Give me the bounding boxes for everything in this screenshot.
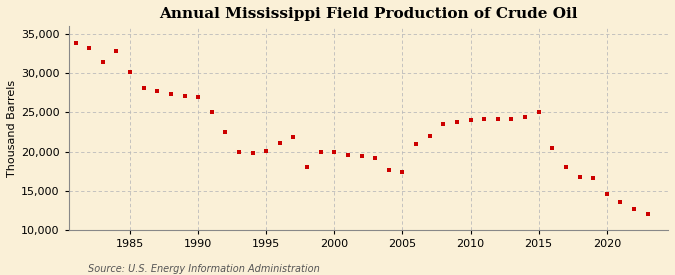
Point	[193, 95, 204, 99]
Point	[84, 46, 95, 50]
Point	[560, 165, 571, 169]
Point	[547, 146, 558, 151]
Point	[220, 130, 231, 134]
Point	[615, 200, 626, 205]
Point	[397, 170, 408, 174]
Point	[574, 174, 585, 179]
Point	[479, 117, 489, 122]
Point	[506, 117, 517, 122]
Point	[70, 41, 81, 46]
Point	[452, 120, 462, 124]
Point	[302, 165, 313, 169]
Point	[628, 207, 639, 211]
Point	[356, 154, 367, 158]
Point	[343, 152, 354, 157]
Point	[533, 110, 544, 115]
Point	[288, 135, 299, 140]
Point	[261, 148, 271, 153]
Point	[138, 86, 149, 90]
Point	[247, 151, 258, 155]
Point	[179, 94, 190, 98]
Point	[465, 118, 476, 122]
Point	[152, 89, 163, 94]
Point	[125, 70, 136, 74]
Point	[111, 49, 122, 54]
Point	[425, 134, 435, 138]
Point	[97, 60, 108, 64]
Point	[275, 141, 286, 145]
Point	[370, 156, 381, 160]
Point	[601, 192, 612, 196]
Point	[410, 142, 421, 147]
Point	[642, 212, 653, 216]
Point	[520, 115, 531, 119]
Point	[383, 167, 394, 172]
Point	[492, 117, 503, 122]
Point	[315, 150, 326, 155]
Y-axis label: Thousand Barrels: Thousand Barrels	[7, 79, 17, 177]
Point	[207, 110, 217, 115]
Point	[588, 176, 599, 180]
Title: Annual Mississippi Field Production of Crude Oil: Annual Mississippi Field Production of C…	[159, 7, 578, 21]
Point	[234, 149, 244, 154]
Text: Source: U.S. Energy Information Administration: Source: U.S. Energy Information Administ…	[88, 264, 319, 274]
Point	[329, 149, 340, 154]
Point	[165, 91, 176, 96]
Point	[438, 122, 449, 126]
